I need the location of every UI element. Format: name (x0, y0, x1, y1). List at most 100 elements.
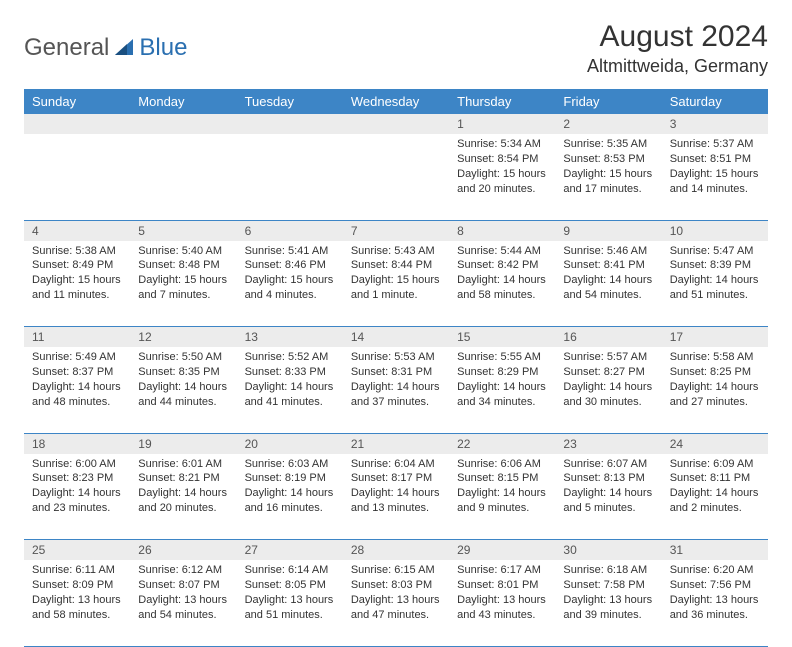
day-header: Saturday (662, 89, 768, 114)
day-cell: Sunrise: 5:58 AMSunset: 8:25 PMDaylight:… (662, 347, 768, 433)
sunset-text: Sunset: 8:17 PM (351, 471, 441, 486)
sunrise-text: Sunrise: 5:57 AM (563, 350, 653, 365)
week-row: Sunrise: 5:38 AMSunset: 8:49 PMDaylight:… (24, 241, 768, 327)
sunset-text: Sunset: 7:56 PM (670, 578, 760, 593)
daylight-text: Daylight: 15 hours and 1 minute. (351, 273, 441, 303)
sunrise-text: Sunrise: 5:44 AM (457, 244, 547, 259)
sunrise-text: Sunrise: 6:20 AM (670, 563, 760, 578)
day-header: Sunday (24, 89, 130, 114)
sunset-text: Sunset: 8:31 PM (351, 365, 441, 380)
day-header: Tuesday (237, 89, 343, 114)
sunrise-text: Sunrise: 5:58 AM (670, 350, 760, 365)
day-cell: Sunrise: 5:43 AMSunset: 8:44 PMDaylight:… (343, 241, 449, 327)
day-number: 12 (130, 327, 236, 348)
day-cell: Sunrise: 6:17 AMSunset: 8:01 PMDaylight:… (449, 560, 555, 646)
sunset-text: Sunset: 8:03 PM (351, 578, 441, 593)
sunset-text: Sunset: 8:11 PM (670, 471, 760, 486)
day-number: 21 (343, 433, 449, 454)
day-cell (24, 134, 130, 220)
daylight-text: Daylight: 15 hours and 4 minutes. (245, 273, 335, 303)
day-cell: Sunrise: 5:46 AMSunset: 8:41 PMDaylight:… (555, 241, 661, 327)
sunset-text: Sunset: 8:01 PM (457, 578, 547, 593)
sunset-text: Sunset: 8:05 PM (245, 578, 335, 593)
sunset-text: Sunset: 8:44 PM (351, 258, 441, 273)
day-cell: Sunrise: 5:38 AMSunset: 8:49 PMDaylight:… (24, 241, 130, 327)
sunrise-text: Sunrise: 5:47 AM (670, 244, 760, 259)
day-cell: Sunrise: 6:20 AMSunset: 7:56 PMDaylight:… (662, 560, 768, 646)
sunrise-text: Sunrise: 6:09 AM (670, 457, 760, 472)
daynum-row: 25262728293031 (24, 540, 768, 561)
location: Altmittweida, Germany (587, 56, 768, 77)
day-cell: Sunrise: 6:18 AMSunset: 7:58 PMDaylight:… (555, 560, 661, 646)
day-number: 31 (662, 540, 768, 561)
daynum-row: 45678910 (24, 220, 768, 241)
day-number (130, 114, 236, 134)
sunrise-text: Sunrise: 6:06 AM (457, 457, 547, 472)
week-row: Sunrise: 5:49 AMSunset: 8:37 PMDaylight:… (24, 347, 768, 433)
daylight-text: Daylight: 13 hours and 47 minutes. (351, 593, 441, 623)
daylight-text: Daylight: 14 hours and 34 minutes. (457, 380, 547, 410)
sunrise-text: Sunrise: 6:17 AM (457, 563, 547, 578)
day-number: 20 (237, 433, 343, 454)
daylight-text: Daylight: 14 hours and 44 minutes. (138, 380, 228, 410)
day-number: 26 (130, 540, 236, 561)
day-number: 28 (343, 540, 449, 561)
day-cell: Sunrise: 6:06 AMSunset: 8:15 PMDaylight:… (449, 454, 555, 540)
sunrise-text: Sunrise: 5:40 AM (138, 244, 228, 259)
day-number: 10 (662, 220, 768, 241)
sunset-text: Sunset: 8:37 PM (32, 365, 122, 380)
sunset-text: Sunset: 8:41 PM (563, 258, 653, 273)
day-header: Wednesday (343, 89, 449, 114)
day-number: 9 (555, 220, 661, 241)
day-cell: Sunrise: 5:53 AMSunset: 8:31 PMDaylight:… (343, 347, 449, 433)
sunrise-text: Sunrise: 6:14 AM (245, 563, 335, 578)
day-number: 16 (555, 327, 661, 348)
sunset-text: Sunset: 8:07 PM (138, 578, 228, 593)
day-cell (237, 134, 343, 220)
week-row: Sunrise: 5:34 AMSunset: 8:54 PMDaylight:… (24, 134, 768, 220)
logo: General Blue (24, 34, 187, 62)
sunset-text: Sunset: 8:27 PM (563, 365, 653, 380)
sunset-text: Sunset: 8:51 PM (670, 152, 760, 167)
day-number: 6 (237, 220, 343, 241)
daylight-text: Daylight: 13 hours and 54 minutes. (138, 593, 228, 623)
day-cell: Sunrise: 5:34 AMSunset: 8:54 PMDaylight:… (449, 134, 555, 220)
day-cell: Sunrise: 6:11 AMSunset: 8:09 PMDaylight:… (24, 560, 130, 646)
week-row: Sunrise: 6:00 AMSunset: 8:23 PMDaylight:… (24, 454, 768, 540)
day-number: 7 (343, 220, 449, 241)
daylight-text: Daylight: 14 hours and 27 minutes. (670, 380, 760, 410)
daylight-text: Daylight: 15 hours and 11 minutes. (32, 273, 122, 303)
sunset-text: Sunset: 8:54 PM (457, 152, 547, 167)
sunset-text: Sunset: 8:33 PM (245, 365, 335, 380)
sunset-text: Sunset: 8:46 PM (245, 258, 335, 273)
sunrise-text: Sunrise: 6:15 AM (351, 563, 441, 578)
day-number: 13 (237, 327, 343, 348)
sunrise-text: Sunrise: 6:12 AM (138, 563, 228, 578)
day-number: 14 (343, 327, 449, 348)
daylight-text: Daylight: 14 hours and 23 minutes. (32, 486, 122, 516)
sunrise-text: Sunrise: 6:03 AM (245, 457, 335, 472)
sunset-text: Sunset: 8:49 PM (32, 258, 122, 273)
day-cell: Sunrise: 6:14 AMSunset: 8:05 PMDaylight:… (237, 560, 343, 646)
day-number: 23 (555, 433, 661, 454)
sunset-text: Sunset: 8:21 PM (138, 471, 228, 486)
sunset-text: Sunset: 8:39 PM (670, 258, 760, 273)
sunset-text: Sunset: 8:25 PM (670, 365, 760, 380)
daylight-text: Daylight: 14 hours and 30 minutes. (563, 380, 653, 410)
sunrise-text: Sunrise: 5:37 AM (670, 137, 760, 152)
day-cell: Sunrise: 6:03 AMSunset: 8:19 PMDaylight:… (237, 454, 343, 540)
daylight-text: Daylight: 15 hours and 14 minutes. (670, 167, 760, 197)
day-cell: Sunrise: 5:44 AMSunset: 8:42 PMDaylight:… (449, 241, 555, 327)
sunrise-text: Sunrise: 5:41 AM (245, 244, 335, 259)
day-number: 11 (24, 327, 130, 348)
month-title: August 2024 (587, 20, 768, 54)
day-cell: Sunrise: 6:15 AMSunset: 8:03 PMDaylight:… (343, 560, 449, 646)
day-header: Thursday (449, 89, 555, 114)
sunset-text: Sunset: 8:15 PM (457, 471, 547, 486)
day-number: 1 (449, 114, 555, 134)
calendar-table: SundayMondayTuesdayWednesdayThursdayFrid… (24, 89, 768, 647)
day-header: Monday (130, 89, 236, 114)
day-cell: Sunrise: 6:01 AMSunset: 8:21 PMDaylight:… (130, 454, 236, 540)
day-cell: Sunrise: 5:49 AMSunset: 8:37 PMDaylight:… (24, 347, 130, 433)
daylight-text: Daylight: 14 hours and 41 minutes. (245, 380, 335, 410)
